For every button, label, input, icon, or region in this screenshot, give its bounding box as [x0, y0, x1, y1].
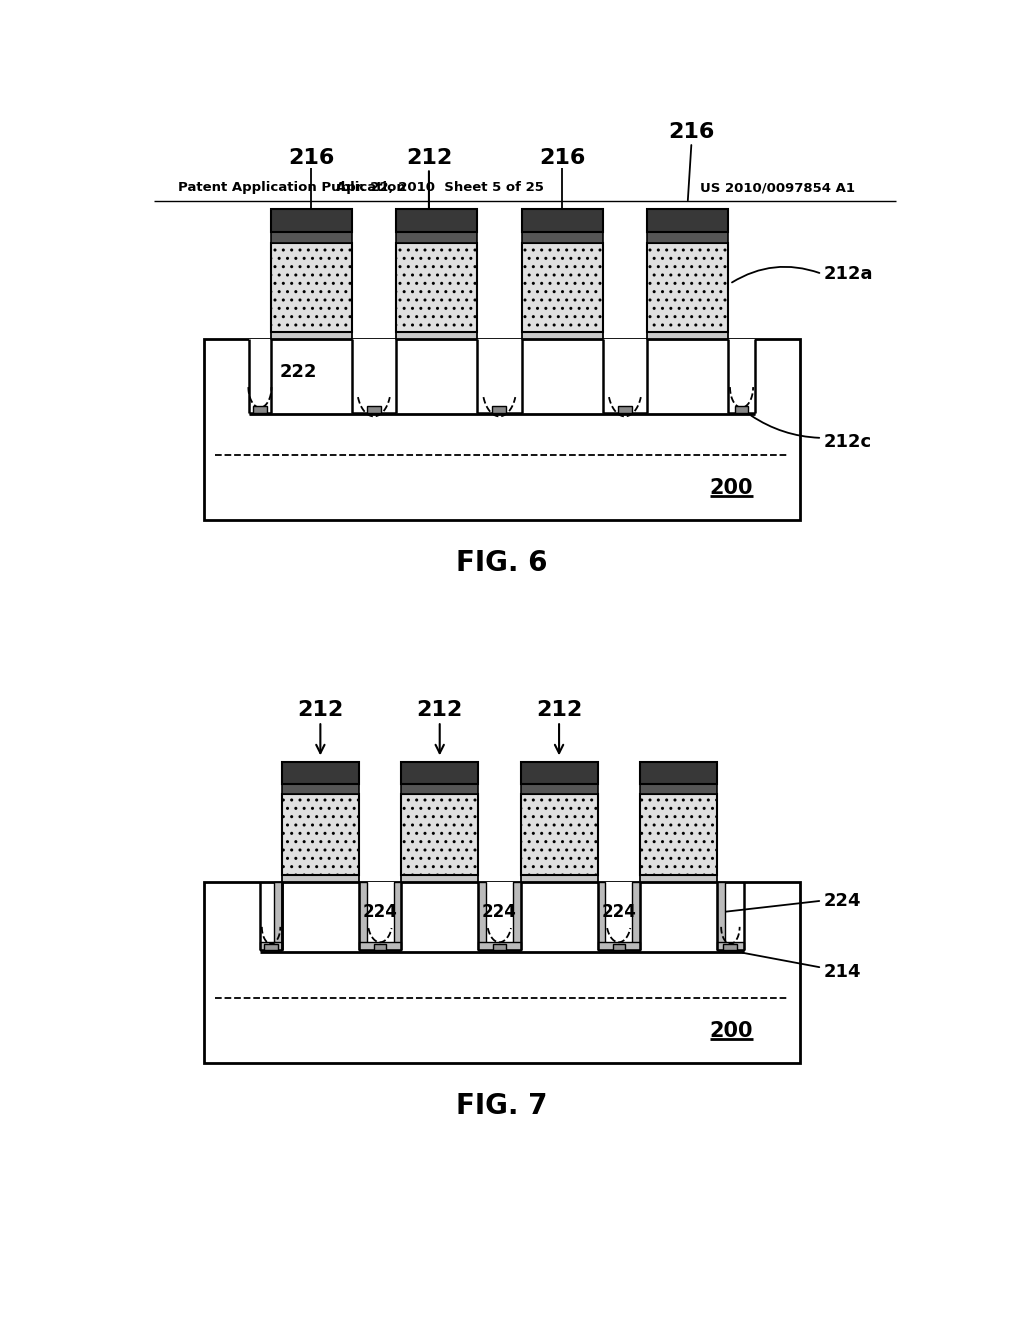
Bar [204, 882, 801, 1063]
Bar [647, 210, 728, 232]
Bar [274, 882, 282, 950]
Bar [282, 875, 358, 882]
Text: FIG. 7: FIG. 7 [457, 1092, 548, 1119]
Bar [351, 339, 396, 412]
Bar [520, 793, 598, 875]
Bar [486, 882, 513, 942]
Bar [640, 784, 717, 793]
Bar [605, 882, 632, 942]
Bar [724, 944, 737, 950]
Bar [717, 882, 725, 950]
Bar [640, 793, 717, 875]
Bar [249, 339, 270, 412]
Bar [270, 331, 351, 339]
Bar [401, 784, 478, 793]
Bar [204, 339, 801, 520]
Bar [270, 232, 351, 243]
Bar [632, 882, 640, 950]
Bar [521, 232, 602, 243]
Bar [401, 762, 478, 784]
Bar [734, 407, 749, 412]
Bar [617, 407, 632, 412]
Bar [358, 882, 367, 950]
Bar [270, 210, 351, 232]
Bar [358, 942, 401, 950]
Bar [521, 331, 602, 339]
Bar [640, 762, 717, 784]
Bar [612, 944, 625, 950]
Text: 200: 200 [710, 478, 753, 498]
Bar [260, 942, 282, 950]
Text: 214: 214 [823, 962, 861, 981]
Text: 224: 224 [482, 903, 517, 921]
Bar [396, 331, 477, 339]
Bar [396, 232, 477, 243]
Text: 216: 216 [288, 148, 334, 168]
Bar [282, 784, 358, 793]
Bar [396, 210, 477, 232]
Bar [520, 762, 598, 784]
Bar [477, 339, 521, 412]
Bar [264, 944, 278, 950]
Bar [521, 243, 602, 331]
Text: 200: 200 [710, 1020, 753, 1040]
Bar [521, 210, 602, 232]
Text: 212: 212 [417, 701, 463, 721]
Bar [513, 882, 520, 950]
Bar [478, 882, 486, 950]
Text: 212: 212 [297, 701, 343, 721]
Bar [602, 339, 647, 412]
Text: 212: 212 [406, 148, 452, 168]
Bar [367, 882, 393, 942]
Text: 224: 224 [601, 903, 636, 921]
Text: 212c: 212c [823, 433, 871, 450]
Bar [647, 232, 728, 243]
Bar [598, 882, 605, 950]
Bar [728, 339, 755, 412]
Bar [270, 243, 351, 331]
Text: FIG. 6: FIG. 6 [457, 549, 548, 577]
Bar [396, 243, 477, 331]
Bar [253, 407, 267, 412]
Bar [367, 407, 381, 412]
Bar [520, 784, 598, 793]
Bar [520, 875, 598, 882]
Bar [717, 942, 743, 950]
Text: Patent Application Publication: Patent Application Publication [178, 181, 407, 194]
Bar [401, 793, 478, 875]
Bar [598, 942, 640, 950]
Bar [401, 875, 478, 882]
Bar [647, 331, 728, 339]
Text: 224: 224 [362, 903, 397, 921]
Text: Apr. 22, 2010  Sheet 5 of 25: Apr. 22, 2010 Sheet 5 of 25 [336, 181, 544, 194]
Text: US 2010/0097854 A1: US 2010/0097854 A1 [700, 181, 855, 194]
Text: 212: 212 [536, 701, 583, 721]
Bar [282, 762, 358, 784]
Bar [647, 243, 728, 331]
Text: 224: 224 [823, 892, 861, 909]
Bar [640, 875, 717, 882]
Bar [493, 407, 506, 412]
Bar [478, 942, 520, 950]
Bar [494, 944, 506, 950]
Bar [282, 793, 358, 875]
Bar [374, 944, 386, 950]
Bar [393, 882, 401, 950]
Text: 222: 222 [280, 363, 317, 380]
Text: 216: 216 [539, 148, 586, 168]
Text: 216: 216 [669, 123, 715, 143]
Text: 212a: 212a [823, 265, 873, 282]
